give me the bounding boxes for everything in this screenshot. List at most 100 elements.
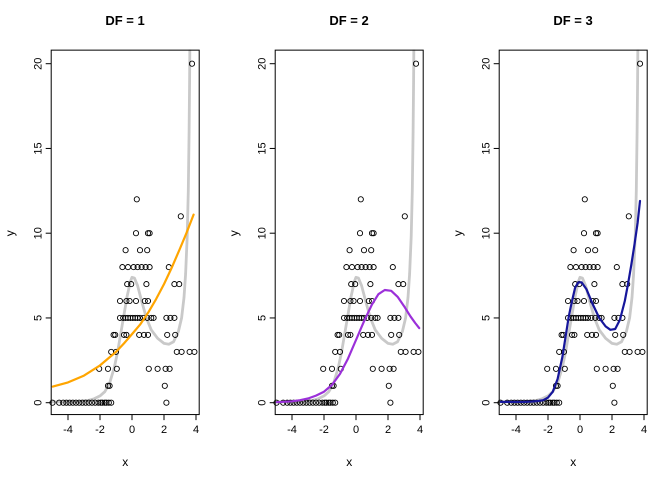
scatter-point [167, 314, 174, 321]
scatter-point [367, 281, 374, 288]
scatter-point [166, 365, 173, 372]
scatter-point [620, 331, 627, 338]
y-axis-label: y [451, 230, 465, 236]
x-axis-label: x [122, 455, 128, 469]
y-tick-label: 15 [481, 142, 493, 154]
scatter-point [171, 314, 178, 321]
scatter-point [390, 365, 397, 372]
scatter-point [306, 399, 313, 406]
scatter-point [132, 297, 140, 305]
scatter-point [368, 230, 376, 237]
x-tick-label: -4 [511, 424, 521, 436]
x-tick-label: 4 [193, 424, 199, 436]
scatter-point [360, 247, 368, 254]
scatter-point [110, 331, 117, 338]
scatter-point [401, 213, 408, 220]
scatter-point [594, 264, 601, 271]
fit-curve-df-1 [51, 213, 195, 388]
scatter-point [163, 314, 170, 321]
scatter-point [122, 247, 129, 254]
scatter-point [142, 264, 149, 271]
x-tick-label: 4 [641, 424, 647, 436]
scatter-point [178, 348, 185, 355]
y-tick-label: 5 [481, 315, 493, 321]
scatter-point [578, 264, 585, 271]
scatter-point [76, 399, 83, 406]
scatter-point [336, 348, 344, 355]
scatter-point [412, 60, 420, 67]
scatter-point [328, 365, 336, 372]
scatter-point [368, 331, 376, 338]
scatter-point [105, 399, 112, 406]
scatter-point [549, 399, 556, 406]
scatter-point [134, 264, 141, 271]
scatter-point [63, 399, 70, 406]
scatter-point [146, 230, 153, 237]
scatter-point [336, 331, 343, 338]
scatter-point [388, 331, 395, 338]
x-tick-label: 2 [609, 424, 615, 436]
scatter-point [101, 399, 108, 406]
x-tick-label: -2 [543, 424, 553, 436]
scatter-point [586, 264, 593, 271]
y-axis-label: y [227, 230, 241, 236]
scatter-point [132, 230, 140, 237]
scatter-point [104, 365, 112, 372]
scatter-point [191, 348, 198, 355]
scatter-point [332, 399, 339, 406]
scatter-point [362, 264, 369, 271]
scatter-point [553, 399, 560, 406]
scatter-point [150, 314, 157, 321]
scatter-point [574, 297, 581, 305]
scatter-point [571, 331, 578, 338]
scatter-point [112, 348, 120, 355]
scatter-point [319, 399, 326, 406]
scatter-point [357, 196, 364, 203]
scatter-point [354, 264, 361, 271]
x-tick-label: 0 [353, 424, 359, 436]
plot-box [498, 49, 648, 416]
scatter-point [146, 264, 153, 271]
scatter-point [639, 348, 646, 355]
fit-curve-df-3 [499, 199, 642, 403]
scatter-point [592, 297, 600, 305]
scatter-point [106, 382, 113, 389]
scatter-point [552, 365, 560, 372]
scatter-point [287, 399, 294, 406]
scatter-point [334, 331, 341, 338]
scatter-point [592, 247, 599, 254]
x-axis-label: x [570, 455, 576, 469]
scatter-point [124, 281, 131, 288]
scatter-point [572, 264, 580, 271]
scatter-point [556, 399, 563, 406]
scatter-point [387, 399, 394, 406]
scatter-point [570, 247, 577, 254]
scatter-point [356, 297, 364, 305]
panel-plot-df-3: -4 -2 0 2 4 0 5 10 15 20 x y [451, 49, 648, 469]
y-axis-label: y [3, 230, 17, 236]
scatter-point [564, 297, 572, 305]
scatter-point [378, 365, 385, 372]
scatter-point [123, 297, 130, 305]
scatter-point [530, 399, 537, 406]
scatter-point [79, 399, 86, 406]
scatter-point [124, 264, 132, 271]
panel-df-3: -4 -2 0 2 4 0 5 10 15 20 x y DF = 3 [448, 0, 672, 480]
scatter-point [596, 314, 603, 321]
scatter-point [119, 264, 126, 271]
scatter-point [154, 365, 161, 372]
scatter-point [172, 331, 179, 338]
x-axis-label: x [346, 455, 352, 469]
x-tick-label: 2 [385, 424, 391, 436]
scatter-point [580, 297, 588, 305]
scatter-point [568, 331, 576, 338]
scatter-point [346, 247, 353, 254]
scatter-point [591, 281, 598, 288]
scatter-point [358, 264, 365, 271]
scatter-point [144, 331, 152, 338]
scatter-point [85, 399, 92, 406]
y-tick-label: 20 [481, 58, 493, 70]
scatter-point [116, 297, 124, 305]
scatter-point [370, 264, 377, 271]
x-tick-label: -2 [319, 424, 329, 436]
